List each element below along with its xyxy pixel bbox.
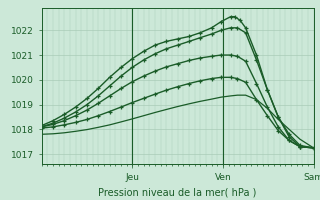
X-axis label: Pression niveau de la mer( hPa ): Pression niveau de la mer( hPa ) <box>99 188 257 198</box>
